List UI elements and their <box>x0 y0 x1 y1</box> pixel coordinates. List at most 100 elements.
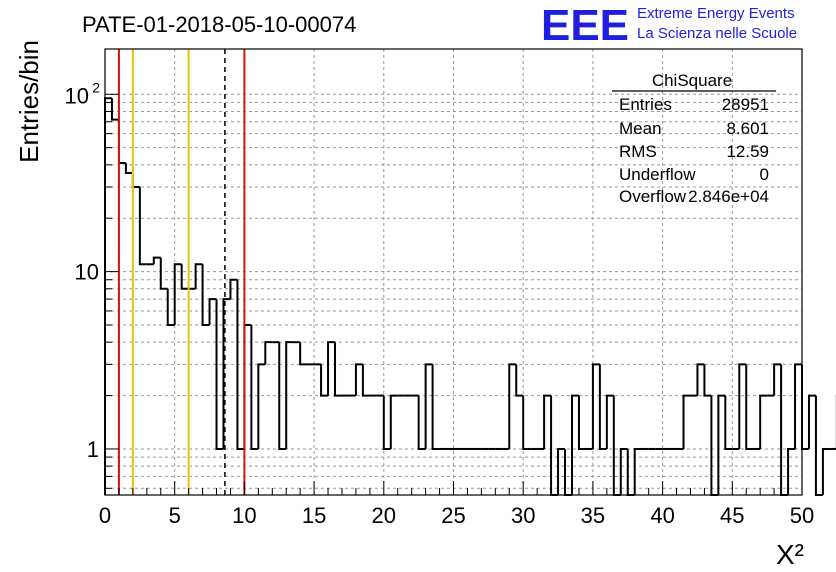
x-tick-label: 20 <box>372 503 396 528</box>
logo-mark: EEE <box>541 1 629 50</box>
histogram-bin <box>222 298 231 449</box>
y-tick-exponent: 2 <box>92 79 100 95</box>
x-tick-label: 35 <box>581 503 605 528</box>
histogram-bin <box>327 341 336 396</box>
histogram-bin <box>124 162 133 174</box>
x-tick-label: 30 <box>511 503 535 528</box>
histogram-bin <box>215 299 224 450</box>
histogram-bin <box>745 364 754 450</box>
histogram-bin <box>257 363 266 449</box>
histogram-bin <box>417 395 426 450</box>
stats-underflow-value: 0 <box>760 165 769 184</box>
x-tick-label: 10 <box>232 503 256 528</box>
grid <box>105 49 802 495</box>
histogram-bin <box>717 394 726 495</box>
histogram-bin <box>591 363 600 449</box>
histogram-bin <box>557 447 566 495</box>
stats-overflow-value: 2.846e+04 <box>688 187 769 206</box>
x-axis-label: X² <box>776 539 804 570</box>
histogram-bin <box>208 298 217 325</box>
histogram-bin <box>710 395 719 496</box>
histogram-bin <box>285 341 294 449</box>
histogram-bin <box>522 395 531 450</box>
x-tick-label: 0 <box>99 503 111 528</box>
histogram-bin <box>724 395 733 450</box>
histogram-bin <box>334 342 342 397</box>
histogram-bin <box>759 394 768 449</box>
histogram-bin <box>159 257 168 290</box>
histogram-bin <box>320 364 329 397</box>
histogram-bin <box>550 395 559 496</box>
histogram-bin <box>180 264 189 290</box>
y-tick-label: 10 <box>75 260 99 285</box>
histogram-bin <box>104 97 112 495</box>
histogram-bin <box>780 364 789 496</box>
stats-rms-value: 12.59 <box>726 142 769 161</box>
histogram-bin <box>229 278 238 300</box>
histogram-bin <box>382 395 391 450</box>
stats-overflow-label: Overflow <box>619 187 687 206</box>
histogram-bin <box>633 447 642 495</box>
x-tick-label: 25 <box>441 503 465 528</box>
histogram-bin <box>738 363 747 449</box>
stats-mean-label: Mean <box>619 119 662 138</box>
histogram-bin <box>612 395 621 496</box>
logo-line-1: Extreme Energy Events <box>637 5 795 22</box>
histogram-bin <box>821 447 830 495</box>
histogram-bin <box>278 342 287 450</box>
histogram-bin <box>236 279 245 450</box>
histogram-bin <box>570 394 579 495</box>
x-tick-label: 50 <box>790 503 814 528</box>
histogram-bin <box>173 263 182 325</box>
histogram-bin <box>152 256 161 265</box>
eee-logo: EEE Extreme Energy Events La Scienza nel… <box>541 1 797 50</box>
y-tick-label: 10 <box>65 83 89 108</box>
histogram-bin <box>696 363 705 396</box>
histogram-bin <box>703 364 712 397</box>
logo-line-2: La Scienza nelle Scuole <box>637 25 797 42</box>
histogram-bin <box>682 394 691 449</box>
histogram-bin <box>138 186 147 266</box>
x-tick-label: 40 <box>650 503 674 528</box>
stats-entries-value: 28951 <box>722 95 769 114</box>
histogram-bin <box>424 363 433 449</box>
stats-mean-value: 8.601 <box>726 119 769 138</box>
histogram-bin <box>389 394 398 449</box>
histogram-bin <box>794 363 802 449</box>
histogram-bin <box>194 263 203 289</box>
histogram-bin <box>361 364 370 397</box>
histogram-bin <box>801 364 809 450</box>
histogram-bin <box>243 323 252 449</box>
chart-title: PATE-01-2018-05-10-00074 <box>82 12 356 37</box>
stats-underflow-label: Underflow <box>619 165 696 184</box>
stats-entries-label: Entries <box>619 95 672 114</box>
stats-rms-label: RMS <box>619 142 657 161</box>
histogram-bin <box>619 447 628 495</box>
histogram-bin <box>110 98 119 121</box>
histogram-bin <box>577 395 586 450</box>
x-tick-label: 15 <box>302 503 326 528</box>
histogram-bin <box>807 394 816 449</box>
y-tick-label: 1 <box>87 437 99 462</box>
histogram-bin <box>515 364 524 397</box>
histogram-bin <box>201 264 210 326</box>
x-tick-label: 5 <box>169 503 181 528</box>
histogram-bin <box>605 394 614 449</box>
histogram-bin <box>354 363 363 396</box>
histogram-bin <box>598 364 607 450</box>
y-axis-label: Entries/bin <box>14 40 44 163</box>
x-tick-label: 45 <box>720 503 744 528</box>
histogram-bin <box>264 341 273 365</box>
histogram-bin <box>117 119 126 164</box>
stats-box: ChiSquare Entries 28951 Mean 8.601 RMS 1… <box>612 71 776 206</box>
histogram-bin <box>543 394 552 449</box>
histogram-bin <box>166 288 175 326</box>
histogram-bin <box>131 172 140 188</box>
histogram-bin <box>787 447 796 495</box>
stats-title: ChiSquare <box>652 71 732 90</box>
histogram-bin <box>250 324 259 450</box>
histogram-bin <box>773 363 782 396</box>
histogram-bin <box>299 342 308 366</box>
